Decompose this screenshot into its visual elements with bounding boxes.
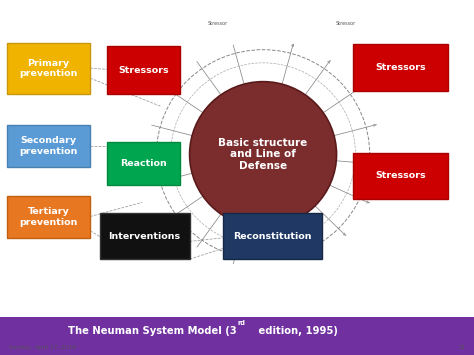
Text: Secondary
prevention: Secondary prevention bbox=[19, 136, 78, 155]
Text: Reaction: Reaction bbox=[120, 159, 167, 168]
Ellipse shape bbox=[190, 82, 337, 227]
FancyBboxPatch shape bbox=[107, 142, 180, 185]
Text: rd: rd bbox=[238, 320, 246, 326]
Text: Stressor: Stressor bbox=[336, 21, 356, 26]
FancyBboxPatch shape bbox=[7, 43, 90, 94]
Text: Basic structure
and Line of
Defense: Basic structure and Line of Defense bbox=[219, 138, 308, 171]
Text: 31: 31 bbox=[458, 345, 465, 350]
Text: Sunday, April 17, 2016: Sunday, April 17, 2016 bbox=[9, 345, 75, 350]
Text: The Neuman System Model (3: The Neuman System Model (3 bbox=[68, 326, 237, 336]
FancyBboxPatch shape bbox=[353, 44, 448, 91]
Text: Stressors: Stressors bbox=[375, 63, 426, 72]
FancyBboxPatch shape bbox=[0, 317, 474, 355]
Text: Primary
prevention: Primary prevention bbox=[19, 59, 78, 78]
Text: Stressors: Stressors bbox=[375, 171, 426, 180]
FancyBboxPatch shape bbox=[353, 153, 448, 199]
FancyBboxPatch shape bbox=[7, 125, 90, 167]
Text: Interventions: Interventions bbox=[109, 231, 181, 241]
FancyBboxPatch shape bbox=[7, 196, 90, 238]
Text: Stressors: Stressors bbox=[118, 66, 169, 75]
Text: Reconstitution: Reconstitution bbox=[233, 231, 312, 241]
Text: Tertiary
prevention: Tertiary prevention bbox=[19, 207, 78, 226]
Text: Stressor: Stressor bbox=[208, 21, 228, 26]
FancyBboxPatch shape bbox=[100, 213, 190, 259]
Text: edition, 1995): edition, 1995) bbox=[255, 326, 338, 336]
FancyBboxPatch shape bbox=[223, 213, 322, 259]
FancyBboxPatch shape bbox=[107, 46, 180, 94]
